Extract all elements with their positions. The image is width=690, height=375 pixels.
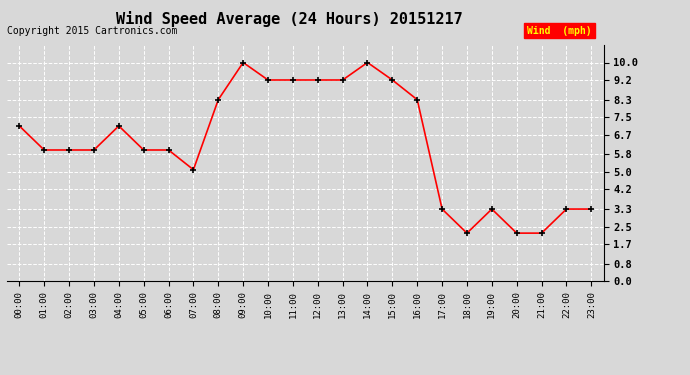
Text: Copyright 2015 Cartronics.com: Copyright 2015 Cartronics.com: [7, 26, 177, 36]
Text: Wind Speed Average (24 Hours) 20151217: Wind Speed Average (24 Hours) 20151217: [117, 11, 463, 27]
Text: Wind  (mph): Wind (mph): [527, 26, 592, 36]
